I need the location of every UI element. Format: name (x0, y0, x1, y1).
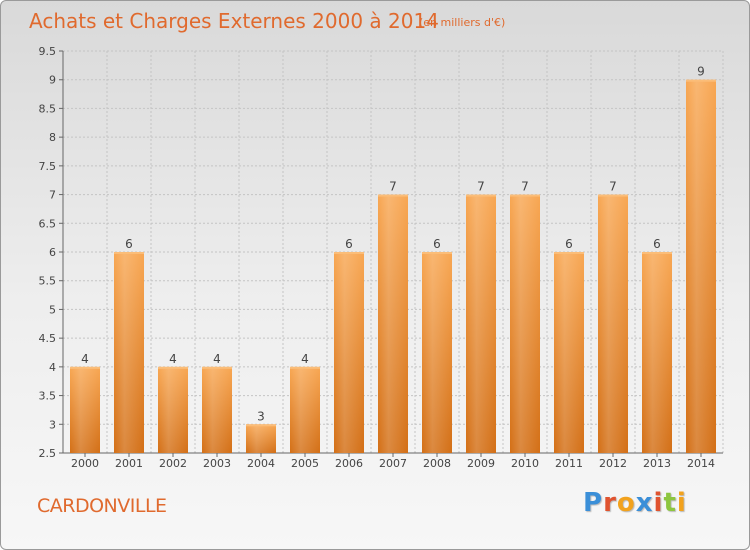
bar-cap (202, 366, 232, 369)
y-tick-label: 2.5 (39, 447, 57, 460)
bar-highlight (334, 252, 364, 453)
x-tick-label: 2007 (379, 457, 407, 470)
y-tick-label: 6.5 (39, 217, 57, 230)
chart-title: Achats et Charges Externes 2000 à 2014 (29, 9, 439, 33)
bars (70, 79, 716, 454)
bar-highlight (642, 252, 672, 453)
y-tick-label: 7 (49, 189, 56, 202)
bar-cap (378, 194, 408, 197)
bar-highlight (422, 252, 452, 453)
bar-cap (334, 252, 364, 254)
y-tick-label: 3 (49, 418, 56, 431)
x-tick-label: 2011 (555, 457, 583, 470)
y-tick-label: 5 (49, 303, 56, 316)
bar-cap (246, 424, 276, 427)
bar-cap (510, 194, 540, 197)
x-tick-label: 2013 (643, 457, 671, 470)
bar-value-label: 7 (609, 180, 617, 194)
y-tick-label: 9.5 (39, 45, 57, 58)
bar-highlight (510, 194, 540, 454)
y-tick-label: 7.5 (39, 160, 57, 173)
bar-highlight (378, 194, 408, 454)
x-tick-label: 2010 (511, 457, 539, 470)
bar-highlight (158, 366, 188, 453)
bar-value-label: 4 (169, 352, 177, 366)
bar-value-label: 4 (213, 352, 221, 366)
bar-highlight (598, 194, 628, 454)
x-tick-label: 2004 (247, 457, 275, 470)
bar-cap (466, 194, 496, 197)
bar-value-label: 4 (81, 352, 89, 366)
bar-highlight (246, 424, 276, 453)
x-tick-label: 2005 (291, 457, 319, 470)
bar-highlight (70, 366, 100, 453)
bar-value-label: 6 (653, 237, 661, 251)
place-name: CARDONVILLE (37, 495, 167, 517)
y-tick-label: 6 (49, 246, 56, 259)
x-tick-label: 2001 (115, 457, 143, 470)
bar-highlight (202, 366, 232, 453)
x-tick-label: 2002 (159, 457, 187, 470)
y-tick-label: 3.5 (39, 390, 57, 403)
x-tick-label: 2006 (335, 457, 363, 470)
y-tick-label: 4 (49, 361, 56, 374)
x-tick-label: 2008 (423, 457, 451, 470)
bar-cap (158, 366, 188, 369)
x-tick-label: 2003 (203, 457, 231, 470)
y-tick-label: 5.5 (39, 275, 57, 288)
proxiti-logo: Proxiti (583, 488, 687, 518)
data-labels: 4 6 4 4 3 4 6 7 6 7 7 6 7 6 9 (81, 65, 705, 424)
y-tick-label: 4.5 (39, 332, 57, 345)
x-tick-label: 2012 (599, 457, 627, 470)
y-tick-label: 9 (49, 74, 56, 87)
bar-value-label: 6 (125, 237, 133, 251)
bar-cap (70, 366, 100, 369)
bar-highlight (554, 252, 584, 453)
bar-highlight (290, 366, 320, 453)
x-tick-label: 2009 (467, 457, 495, 470)
y-tick-label: 8.5 (39, 102, 57, 115)
bar-cap (114, 252, 144, 254)
bar-value-label: 3 (257, 409, 265, 423)
bar-highlight (686, 79, 716, 453)
bar-cap (686, 79, 716, 82)
bar-highlight (114, 252, 144, 453)
bar-cap (642, 252, 672, 254)
bar-cap (554, 252, 584, 254)
y-tick-label: 8 (49, 131, 56, 144)
bar-value-label: 6 (433, 237, 441, 251)
x-tick-label: 2000 (71, 457, 99, 470)
bar-highlight (466, 194, 496, 454)
chart-subtitle: (en milliers d'€) (419, 16, 506, 29)
bar-value-label: 6 (565, 237, 573, 251)
bar-value-label: 7 (477, 180, 485, 194)
bar-cap (422, 252, 452, 254)
x-tick-label: 2014 (687, 457, 715, 470)
bar-cap (290, 366, 320, 369)
bar-cap (598, 194, 628, 197)
bar-value-label: 9 (697, 65, 705, 79)
bar-value-label: 6 (345, 237, 353, 251)
bar-value-label: 4 (301, 352, 309, 366)
bar-value-label: 7 (389, 180, 397, 194)
bar-value-label: 7 (521, 180, 529, 194)
